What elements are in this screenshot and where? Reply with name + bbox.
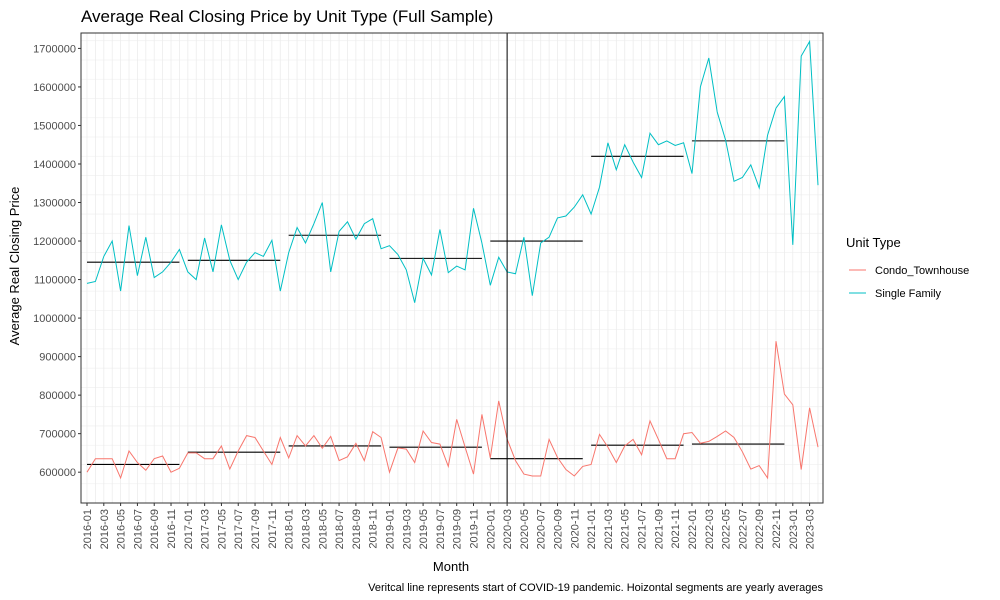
y-tick-label: 1500000	[33, 120, 76, 132]
y-tick-label: 1000000	[33, 313, 76, 325]
x-tick-label: 2021-07	[637, 509, 649, 549]
x-axis-ticks: 2016-01 2016-03 2016-05 2016-07 2016-09 2016-…	[82, 503, 817, 549]
x-tick-label: 2019-05	[418, 509, 430, 549]
y-tick-label: 700000	[39, 429, 76, 441]
x-tick-label: 2021-05	[620, 509, 632, 549]
x-tick-label: 2020-05	[519, 509, 531, 549]
x-tick-label: 2022-05	[721, 509, 733, 549]
plot-panel-border	[80, 32, 824, 504]
x-tick-label: 2022-07	[737, 509, 749, 549]
x-tick-label: 2020-03	[502, 509, 514, 549]
x-tick-label: 2016-11	[166, 509, 178, 549]
chart-title: Average Real Closing Price by Unit Type …	[81, 7, 493, 26]
legend: Condo_Townhouse Single Family	[849, 265, 969, 300]
y-tick-label: 1600000	[33, 82, 76, 94]
x-tick-label: 2022-03	[704, 509, 716, 549]
series-line	[86, 341, 819, 480]
x-tick-label: 2019-03	[401, 509, 413, 549]
x-tick-label: 2021-03	[603, 509, 615, 549]
x-tick-label: 2017-03	[200, 509, 212, 549]
y-tick-label: 1200000	[33, 236, 76, 248]
yearly-average-segments	[87, 140, 785, 466]
x-tick-label: 2017-05	[216, 509, 228, 549]
x-tick-label: 2016-09	[149, 509, 161, 549]
series-line	[86, 39, 819, 303]
x-tick-label: 2018-05	[317, 509, 329, 549]
x-axis-title: Month	[433, 559, 469, 574]
x-tick-label: 2021-11	[670, 509, 682, 549]
x-tick-label: 2023-01	[788, 509, 800, 549]
x-tick-label: 2020-09	[553, 509, 565, 549]
x-tick-label: 2017-09	[250, 509, 262, 549]
x-tick-label: 2019-01	[384, 509, 396, 549]
x-tick-label: 2016-07	[132, 509, 144, 549]
x-tick-label: 2016-05	[116, 509, 128, 549]
x-tick-label: 2018-11	[368, 509, 380, 549]
x-tick-label: 2020-11	[569, 509, 581, 549]
x-tick-label: 2019-11	[469, 509, 481, 549]
x-tick-label: 2017-11	[267, 509, 279, 549]
y-tick-label: 800000	[39, 390, 76, 402]
x-tick-label: 2021-01	[586, 509, 598, 549]
x-tick-label: 2023-03	[805, 509, 817, 549]
x-tick-label: 2022-11	[771, 509, 783, 549]
x-tick-label: 2018-03	[300, 509, 312, 549]
x-tick-label: 2018-09	[351, 509, 363, 549]
x-tick-label: 2017-07	[233, 509, 245, 549]
legend-title: Unit Type	[846, 235, 901, 250]
y-tick-label: 900000	[39, 352, 76, 364]
x-tick-label: 2021-09	[653, 509, 665, 549]
x-tick-label: 2016-03	[99, 509, 111, 549]
y-tick-label: 1700000	[33, 43, 76, 55]
chart-caption: Veritcal line represents start of COVID-…	[368, 582, 823, 594]
x-tick-label: 2020-01	[485, 509, 497, 549]
y-axis-title: Average Real Closing Price	[7, 187, 22, 346]
y-tick-label: 600000	[39, 467, 76, 479]
grid	[81, 33, 823, 504]
series-lines	[86, 39, 819, 480]
y-axis-ticks: 600000 700000 800000 900000 1000000 1100000 12…	[33, 43, 81, 479]
x-tick-label: 2020-07	[536, 509, 548, 549]
x-tick-label: 2016-01	[82, 509, 94, 549]
x-tick-label: 2017-01	[183, 509, 195, 549]
legend-label: Condo_Townhouse	[875, 265, 969, 277]
y-tick-label: 1400000	[33, 159, 76, 171]
x-tick-label: 2019-09	[452, 509, 464, 549]
x-tick-label: 2018-01	[284, 509, 296, 549]
y-tick-label: 1300000	[33, 198, 76, 210]
x-tick-label: 2022-01	[687, 509, 699, 549]
x-tick-label: 2018-07	[334, 509, 346, 549]
x-tick-label: 2019-07	[435, 509, 447, 549]
x-tick-label: 2022-09	[754, 509, 766, 549]
y-tick-label: 1100000	[34, 275, 76, 287]
legend-label: Single Family	[875, 288, 942, 300]
